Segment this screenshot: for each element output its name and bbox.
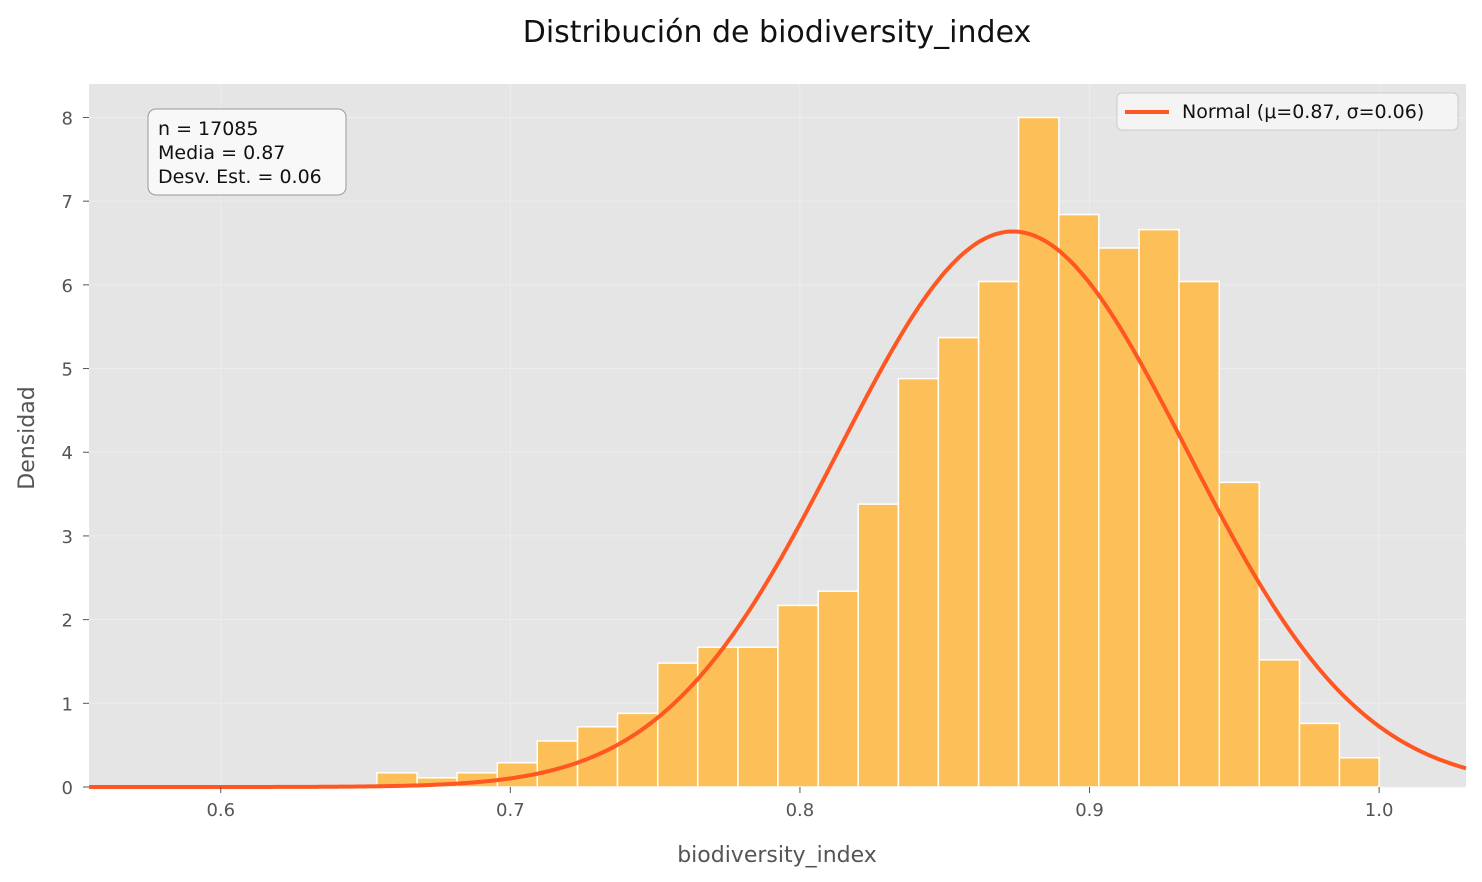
x-tick-label-3: 0.9	[1075, 800, 1104, 821]
histogram-bar-24	[1338, 756, 1380, 788]
stats-mean: Media = 0.87	[158, 142, 285, 164]
histogram-bar-20	[1178, 280, 1221, 788]
chart-title: Distribución de biodiversity_index	[523, 15, 1032, 50]
histogram-bar-8	[696, 646, 739, 788]
histogram-bar-13	[897, 377, 940, 788]
x-tick-label-1: 0.7	[496, 800, 525, 821]
x-tick-label-4: 1.0	[1365, 800, 1394, 821]
histogram-bar-18	[1098, 247, 1140, 788]
legend-frame	[1116, 92, 1459, 131]
histogram-bar-15	[977, 280, 1020, 788]
y-tick-label-2: 2	[62, 611, 73, 632]
y-tick-label-6: 6	[62, 276, 73, 297]
y-axis-title: Densidad	[15, 386, 40, 489]
y-tick-label-0: 0	[62, 778, 73, 799]
histogram-bar-23	[1298, 722, 1341, 788]
histogram-bar-21	[1218, 481, 1260, 788]
stats-std: Desv. Est. = 0.06	[158, 166, 322, 188]
legend: Normal (μ=0.87, σ=0.06)	[1116, 92, 1459, 131]
histogram-bar-9	[737, 646, 779, 788]
histogram-bar-7	[657, 662, 699, 788]
stats-n: n = 17085	[158, 118, 258, 140]
y-tick-label-8: 8	[62, 108, 73, 129]
histogram-bar-22	[1258, 659, 1301, 788]
stats-box-frame	[147, 108, 347, 196]
y-axis-ticks: 0 1 2 3 4 5 6 7 8	[62, 108, 89, 799]
y-tick-label-5: 5	[62, 360, 73, 381]
histogram-bar-11	[817, 590, 859, 788]
x-tick-label-0: 0.6	[206, 800, 235, 821]
histogram-bar-10	[777, 604, 819, 788]
y-tick-label-1: 1	[62, 694, 73, 715]
x-tick-label-2: 0.8	[786, 800, 815, 821]
histogram-bar-19	[1138, 228, 1180, 788]
x-axis-ticks: 0.6 0.7 0.8 0.9 1.0	[206, 787, 1393, 821]
histogram-bar-6	[616, 712, 659, 788]
legend-entry-normal: Normal (μ=0.87, σ=0.06)	[1182, 101, 1424, 123]
histogram-bar-14	[937, 336, 980, 788]
y-tick-label-7: 7	[62, 192, 73, 213]
y-tick-label-4: 4	[62, 443, 73, 464]
histogram-bar-16	[1017, 116, 1060, 788]
normal-curve-layer	[89, 229, 1467, 789]
x-axis-title: biodiversity_index	[677, 843, 877, 868]
normal-curve-line	[89, 229, 1467, 789]
histogram-bar-17	[1058, 213, 1100, 788]
stats-box: n = 17085 Media = 0.87 Desv. Est. = 0.06	[147, 108, 347, 196]
y-tick-label-3: 3	[62, 527, 73, 548]
histogram-bar-12	[857, 503, 900, 788]
